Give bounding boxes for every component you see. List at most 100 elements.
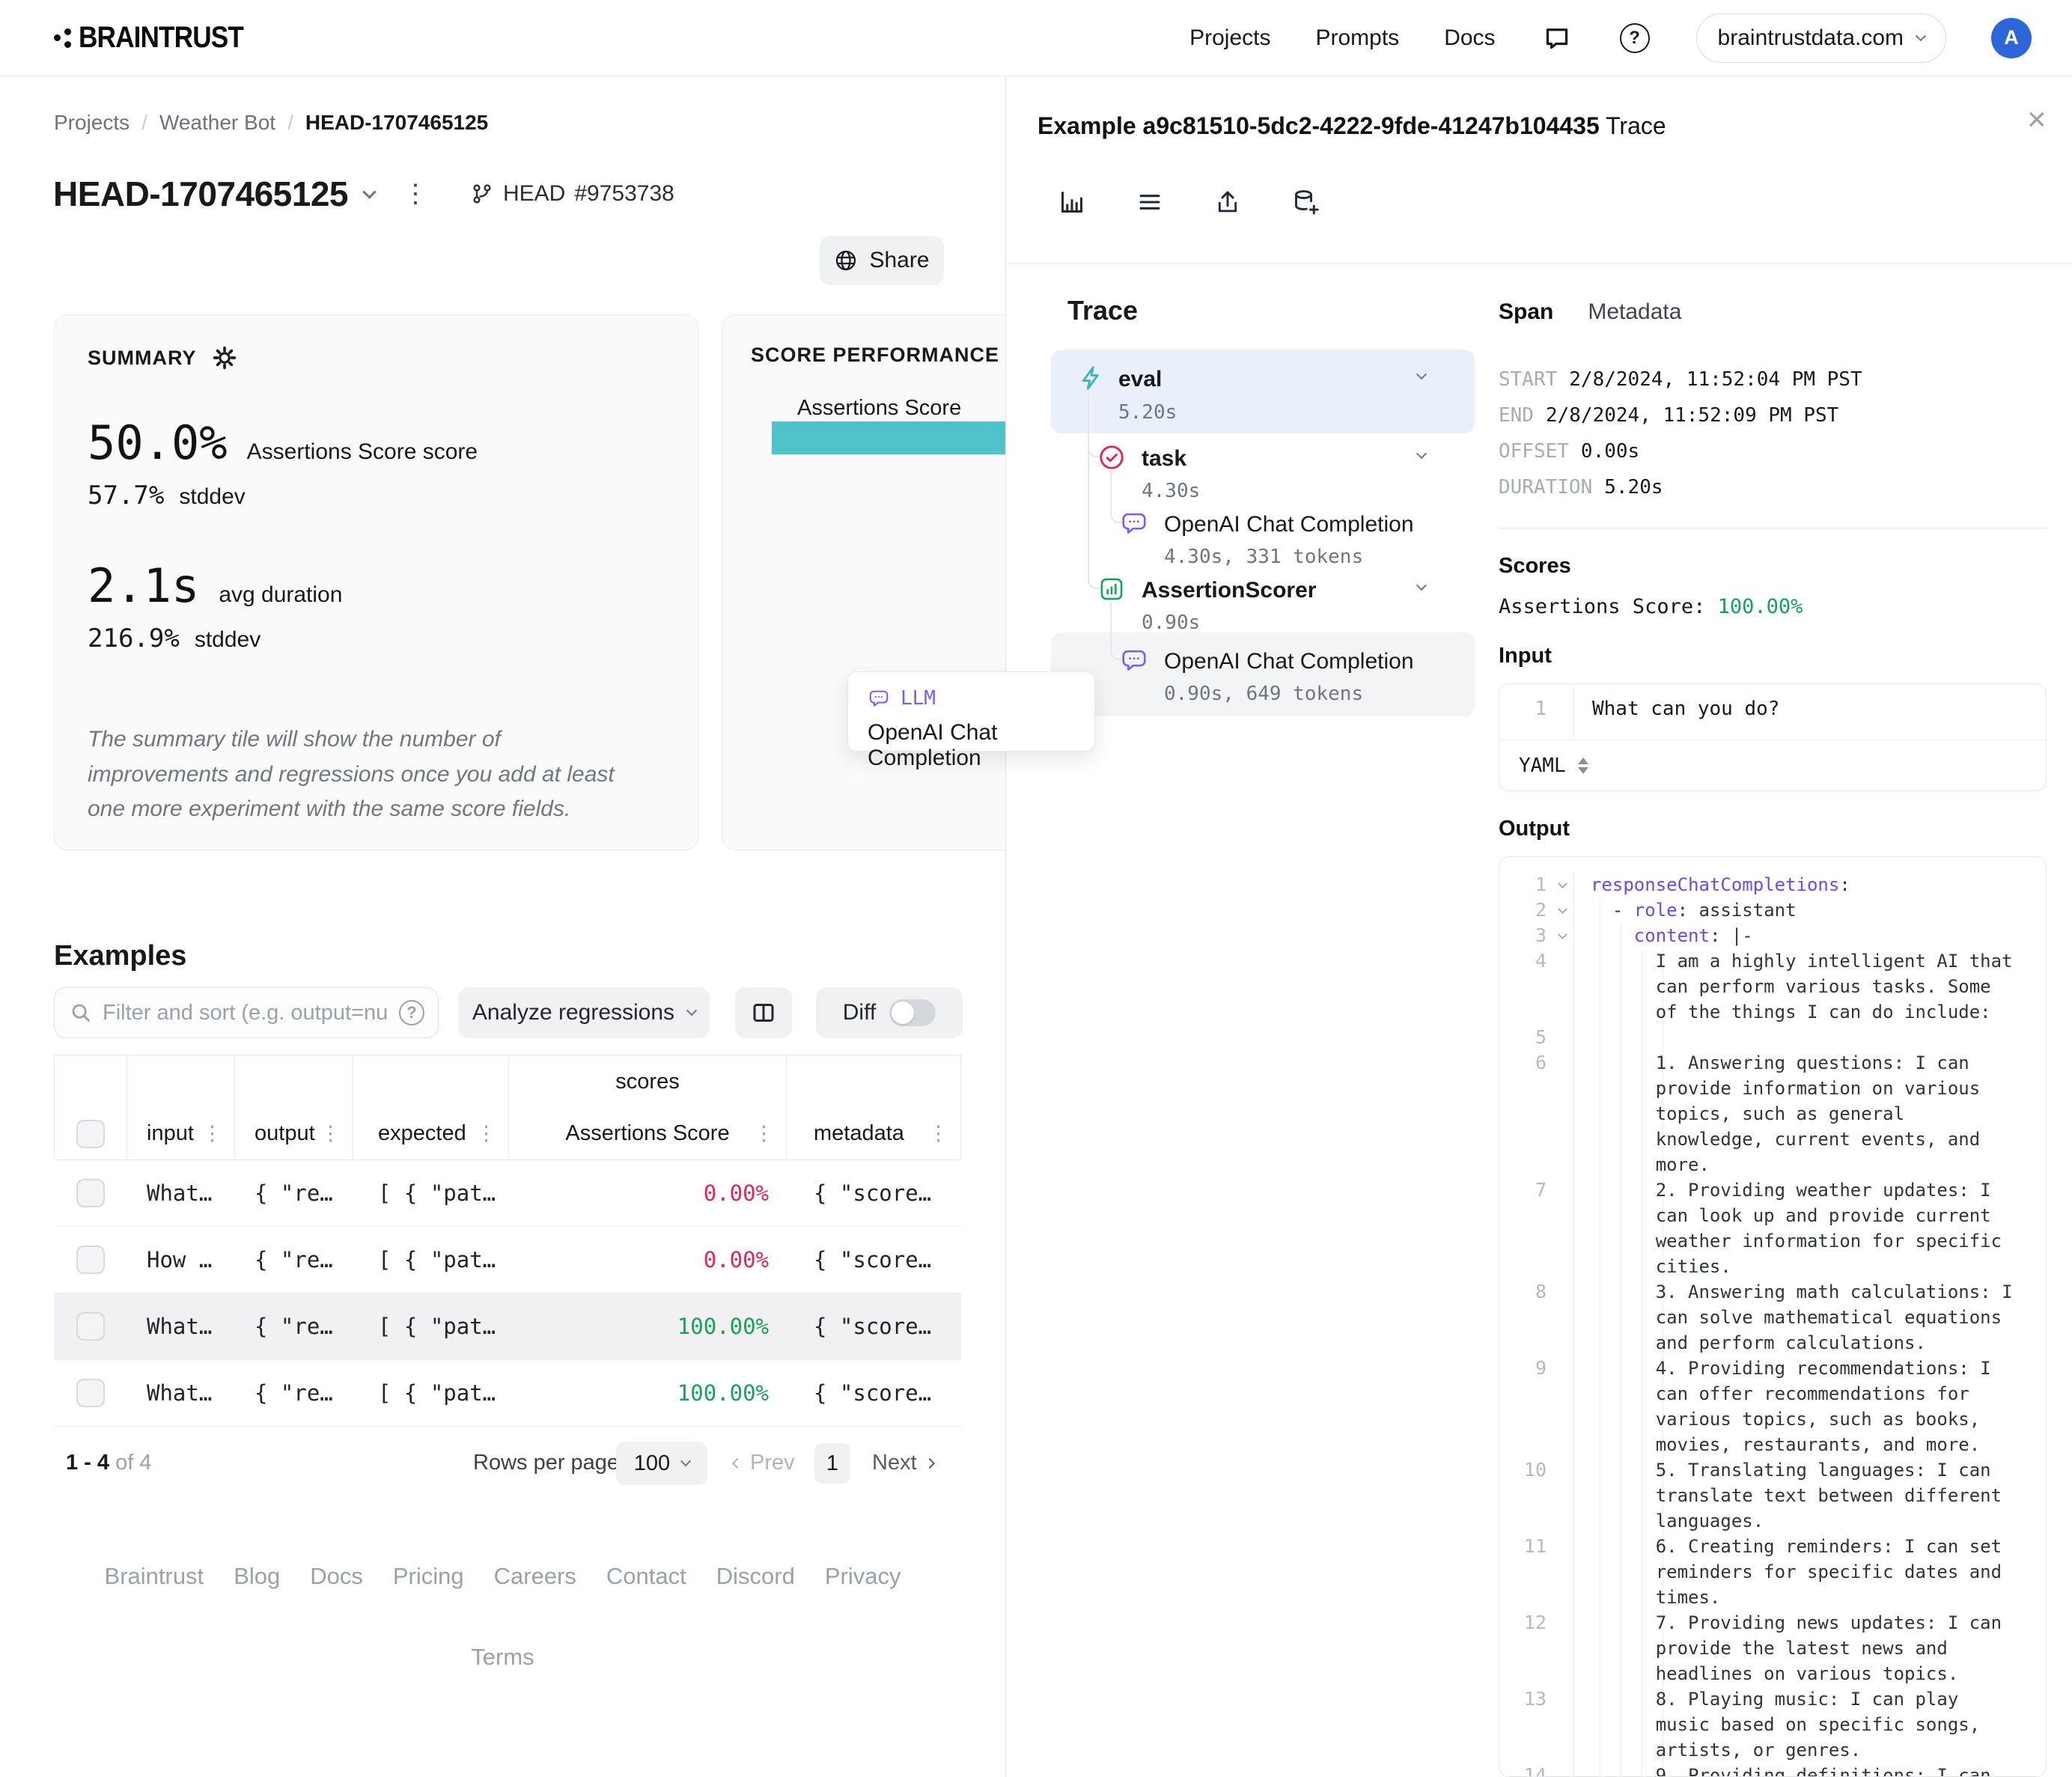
cell-expected[interactable]: [ { "pat…	[378, 1380, 496, 1406]
next-page-button[interactable]: Next	[872, 1451, 935, 1475]
analyze-regressions-button[interactable]: Analyze regressions	[458, 987, 710, 1038]
span-duration: 5.20s	[1604, 476, 1663, 499]
gear-icon[interactable]	[212, 345, 237, 371]
line-number[interactable]: 2	[1499, 897, 1574, 923]
footer-link-docs[interactable]: Docs	[310, 1563, 363, 1589]
trace-node-label[interactable]: task	[1142, 446, 1187, 471]
export-icon[interactable]	[1211, 186, 1244, 219]
nav-item-docs[interactable]: Docs	[1444, 25, 1496, 50]
trace-node-label[interactable]: AssertionScorer	[1142, 578, 1317, 603]
column-menu-icon[interactable]: ⋮	[320, 1122, 341, 1144]
cell-assertions-score[interactable]: 0.00%	[703, 1247, 769, 1272]
filter-help-icon[interactable]: ?	[399, 1000, 424, 1025]
title-kebab-menu[interactable]: ⋮	[403, 180, 428, 208]
select-all-checkbox[interactable]	[76, 1119, 105, 1148]
column-menu-icon[interactable]: ⋮	[202, 1122, 222, 1144]
column-header-input[interactable]: input ⋮	[127, 1108, 235, 1159]
column-menu-icon[interactable]: ⋮	[754, 1122, 774, 1144]
line-number[interactable]: 1	[1499, 872, 1574, 897]
cell-metadata[interactable]: { "score…	[814, 1380, 932, 1406]
chevron-down-icon	[680, 1456, 692, 1467]
trace-node-eval-selected[interactable]	[1051, 350, 1475, 433]
cell-metadata[interactable]: { "score…	[814, 1180, 932, 1206]
columns-toggle-button[interactable]	[735, 987, 792, 1038]
table-row[interactable]: How … { "re… [ { "pat… 0.00% { "score…	[54, 1227, 961, 1293]
row-checkbox[interactable]	[76, 1246, 105, 1274]
line-number[interactable]: 3	[1499, 923, 1574, 948]
footer-link-blog[interactable]: Blog	[234, 1563, 281, 1589]
footer-link-privacy[interactable]: Privacy	[824, 1563, 901, 1589]
cell-assertions-score[interactable]: 100.00%	[677, 1314, 769, 1339]
add-to-dataset-icon[interactable]	[1289, 186, 1322, 219]
rows-per-page-select[interactable]: 100	[616, 1442, 707, 1485]
filter-input[interactable]	[103, 1000, 388, 1025]
row-checkbox[interactable]	[76, 1179, 105, 1207]
cell-expected[interactable]: [ { "pat…	[378, 1247, 496, 1272]
tab-metadata[interactable]: Metadata	[1588, 299, 1682, 324]
cell-output[interactable]: { "re…	[255, 1314, 333, 1339]
fold-chevron-icon[interactable]	[1558, 879, 1567, 888]
prev-page-button[interactable]: Prev	[731, 1451, 795, 1475]
cell-input[interactable]: What…	[147, 1380, 213, 1406]
tab-span[interactable]: Span	[1499, 299, 1554, 324]
diff-toggle[interactable]	[889, 999, 936, 1026]
footer-link-careers[interactable]: Careers	[493, 1563, 576, 1589]
nav-item-projects[interactable]: Projects	[1189, 25, 1271, 50]
help-icon[interactable]: ?	[1618, 22, 1651, 55]
close-icon[interactable]: ×	[2027, 101, 2047, 138]
column-header-metadata[interactable]: metadata ⋮	[787, 1108, 961, 1159]
chevron-down-icon[interactable]	[1416, 448, 1427, 460]
chevron-down-icon[interactable]	[1416, 580, 1427, 591]
nav-item-prompts[interactable]: Prompts	[1315, 25, 1400, 50]
code-line: 6 1. Answering questions: I can provide i…	[1499, 1050, 2046, 1177]
share-button[interactable]: Share	[820, 236, 944, 285]
output-viewer[interactable]: 1 responseChatCompletions: 2- role: assist…	[1499, 856, 2047, 1777]
breadcrumb-project[interactable]: Weather Bot	[159, 111, 276, 134]
cell-input[interactable]: How …	[147, 1247, 213, 1272]
avatar[interactable]: A	[1991, 17, 2032, 58]
cell-input[interactable]: What…	[147, 1180, 213, 1206]
cell-metadata[interactable]: { "score…	[814, 1314, 932, 1339]
footer-link-braintrust[interactable]: Braintrust	[104, 1563, 204, 1589]
cell-output[interactable]: { "re…	[255, 1247, 333, 1272]
list-view-icon[interactable]	[1133, 186, 1166, 219]
column-header-expected[interactable]: expected ⋮	[353, 1108, 509, 1159]
cell-expected[interactable]: [ { "pat…	[378, 1180, 496, 1206]
cell-metadata[interactable]: { "score…	[814, 1247, 932, 1272]
trace-node-label[interactable]: OpenAI Chat Completion	[1164, 649, 1414, 674]
fold-chevron-icon[interactable]	[1558, 904, 1567, 914]
column-header-output[interactable]: output ⋮	[235, 1108, 353, 1159]
cell-expected[interactable]: [ { "pat…	[378, 1314, 496, 1339]
format-selector[interactable]: YAML	[1499, 740, 2046, 790]
cell-output[interactable]: { "re…	[255, 1180, 333, 1206]
cell-assertions-score[interactable]: 100.00%	[677, 1380, 769, 1406]
row-checkbox[interactable]	[76, 1312, 105, 1341]
code-line: 11 6. Creating reminders: I can set remin…	[1499, 1534, 2046, 1610]
column-menu-icon[interactable]: ⋮	[476, 1122, 496, 1144]
fold-chevron-icon[interactable]	[1558, 930, 1567, 939]
trace-node-label[interactable]: OpenAI Chat Completion	[1164, 512, 1414, 537]
column-menu-icon[interactable]: ⋮	[928, 1122, 948, 1144]
cell-assertions-score[interactable]: 0.00%	[703, 1180, 769, 1206]
trace-node-label[interactable]: eval	[1118, 367, 1163, 391]
table-row[interactable]: What… { "re… [ { "pat… 0.00% { "score…	[54, 1160, 961, 1227]
chart-view-icon[interactable]	[1055, 186, 1088, 219]
footer-link-contact[interactable]: Contact	[606, 1563, 686, 1589]
cell-input[interactable]: What…	[147, 1314, 213, 1339]
braintrust-logo[interactable]: BRAINTRUST	[54, 21, 266, 55]
trace-node-llm2-hovered[interactable]	[1051, 633, 1475, 716]
table-row[interactable]: What… { "re… [ { "pat… 100.00% { "score…	[54, 1293, 961, 1360]
column-header-assertions-score[interactable]: Assertions Score ⋮	[509, 1108, 787, 1159]
org-switcher[interactable]: braintrustdata.com	[1695, 13, 1946, 63]
feedback-chat-icon[interactable]	[1541, 22, 1573, 55]
row-checkbox[interactable]	[76, 1379, 105, 1407]
cell-output[interactable]: { "re…	[255, 1380, 333, 1406]
breadcrumb-projects[interactable]: Projects	[54, 111, 130, 134]
current-page-button[interactable]: 1	[814, 1443, 850, 1484]
table-row[interactable]: What… { "re… [ { "pat… 100.00% { "score…	[54, 1360, 961, 1427]
footer-link-terms[interactable]: Terms	[471, 1644, 534, 1670]
title-chevron-down-icon[interactable]	[362, 184, 377, 199]
footer-link-pricing[interactable]: Pricing	[392, 1563, 464, 1589]
footer-link-discord[interactable]: Discord	[716, 1563, 795, 1589]
